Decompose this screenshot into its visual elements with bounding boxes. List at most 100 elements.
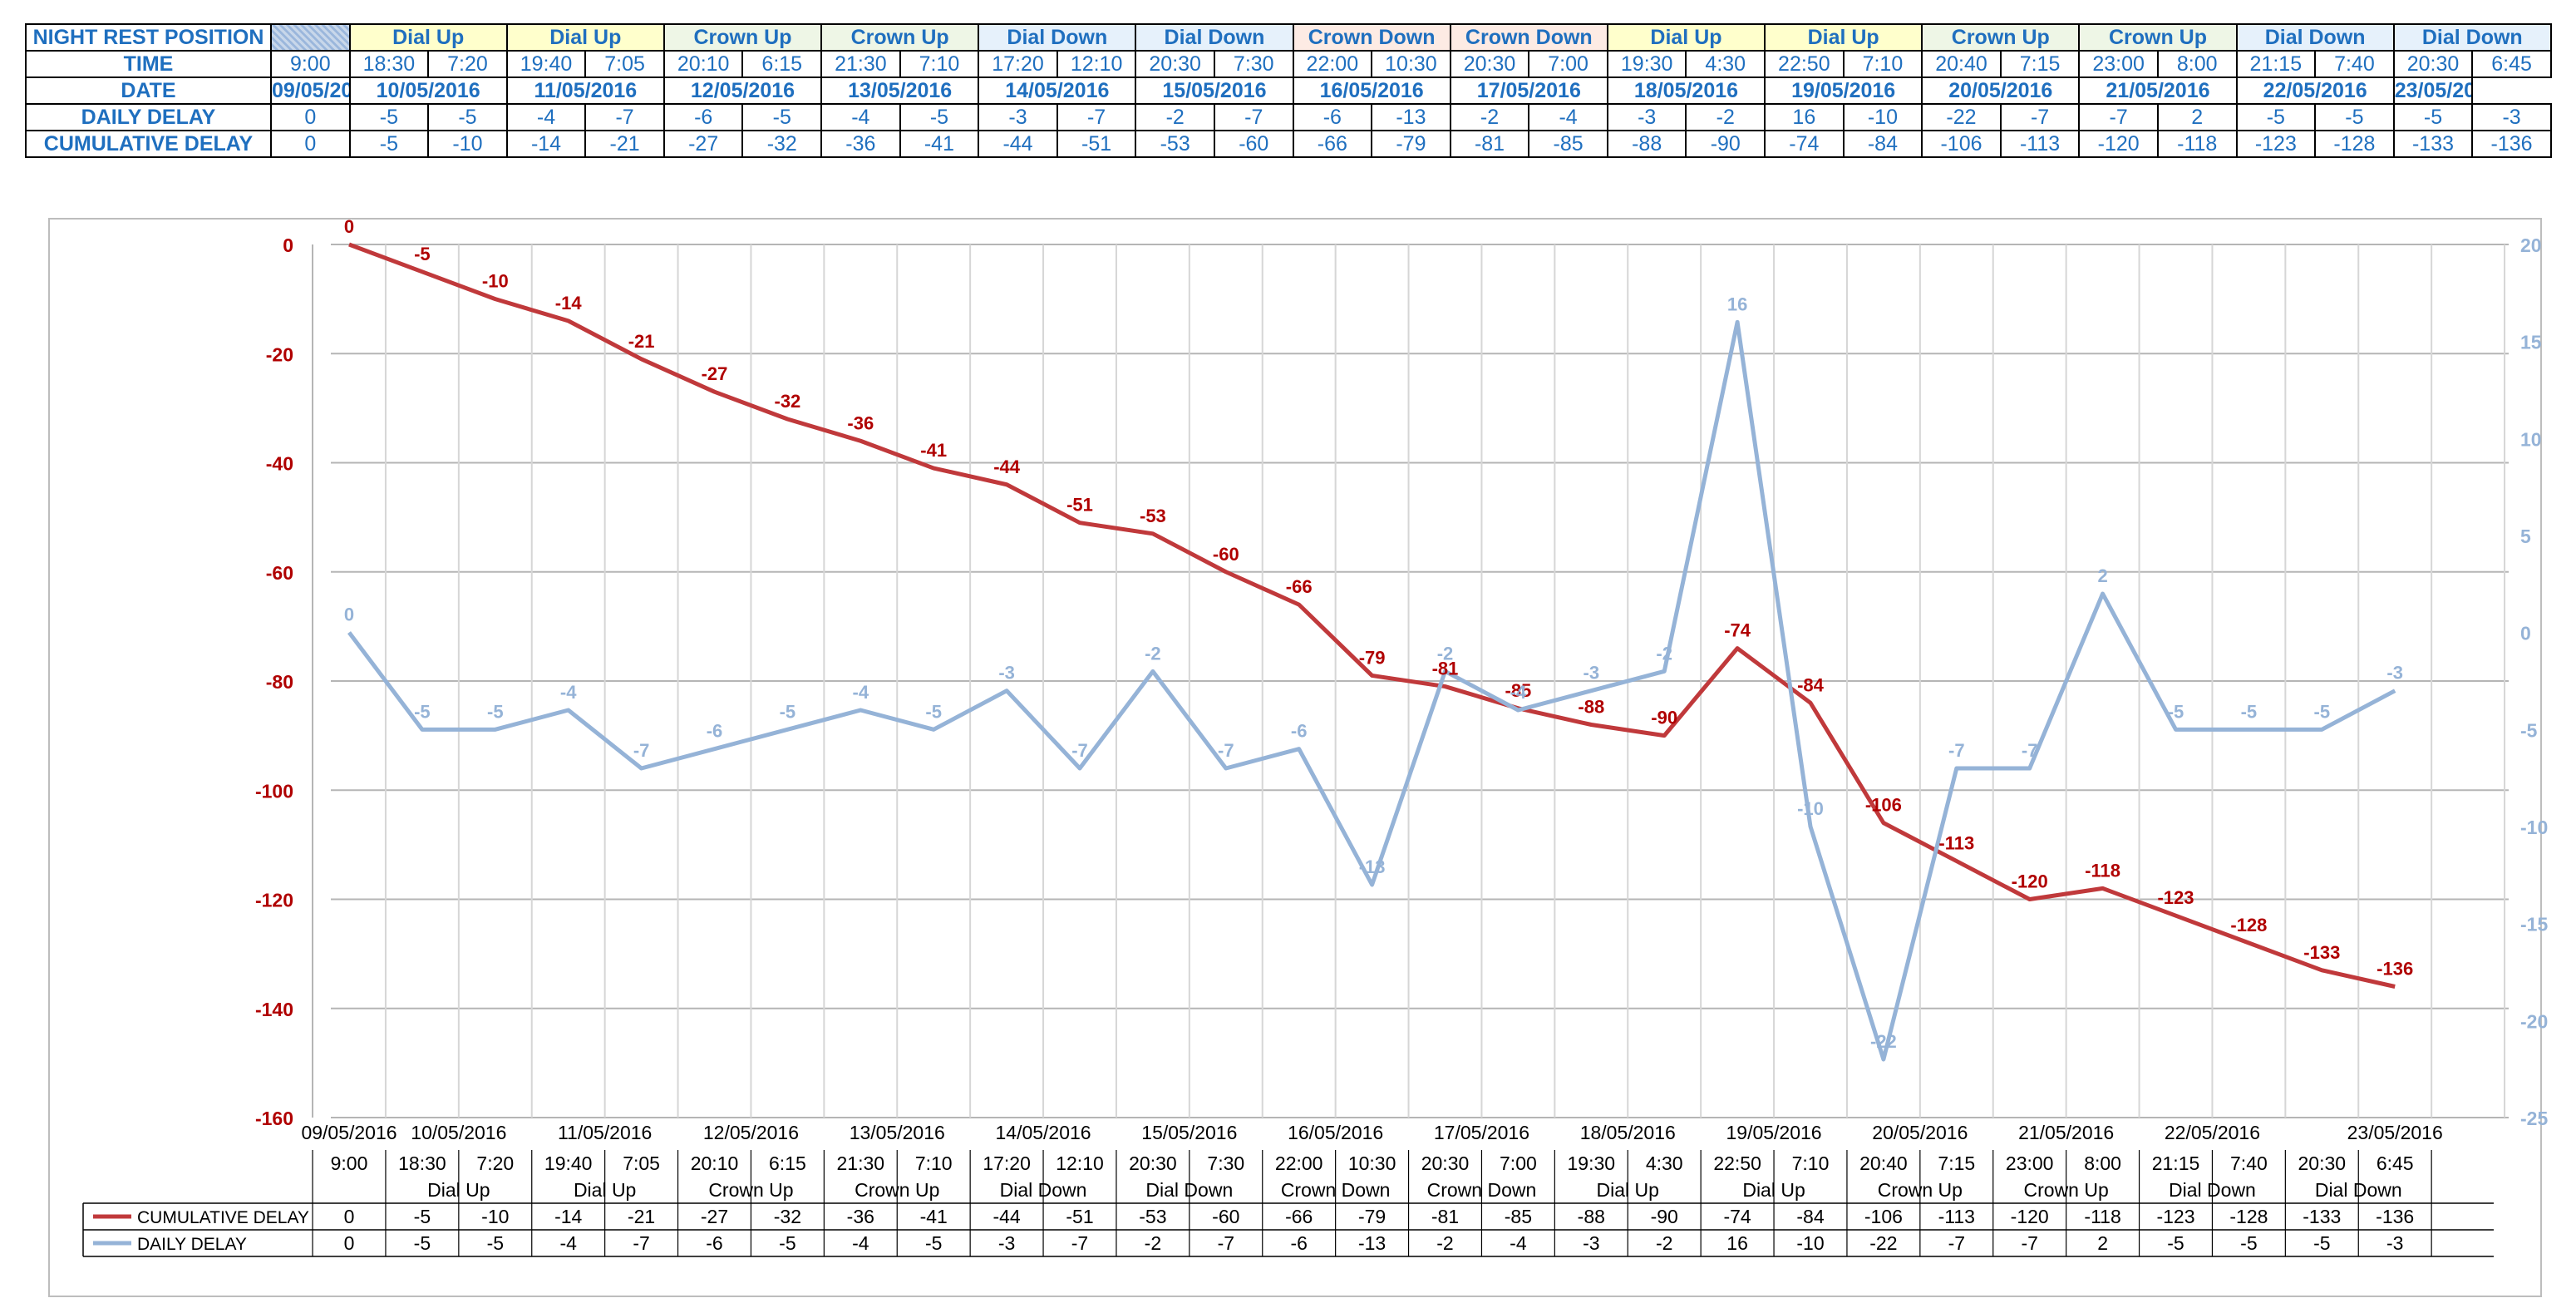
cumulative-delay-data-label: -106	[1865, 795, 1902, 816]
legend-table-value: -5	[414, 1232, 431, 1254]
time-row: TIME 9:00 18:30 7:20 19:40 7:05 20:10 6:15 21:30…	[25, 50, 2552, 78]
date-cell: 20/05/2016	[1921, 77, 2081, 105]
cumulative-delay-data-label: -27	[702, 363, 728, 384]
x-axis-time-label: 7:10	[915, 1152, 953, 1174]
x-axis-date-label: 16/05/2016	[1288, 1122, 1383, 1143]
legend-table-value: -81	[1431, 1206, 1459, 1227]
legend-table-value: -2	[1436, 1232, 1453, 1254]
position-cell: Crown Down	[1292, 23, 1451, 52]
time-cell: 12:10	[1056, 50, 1137, 78]
cumulative-delay-data-label: -120	[2012, 871, 2048, 892]
x-axis-time-label: 12:10	[1056, 1152, 1104, 1174]
legend-table-value: -44	[992, 1206, 1020, 1227]
position-cell: Dial Down	[1135, 23, 1294, 52]
legend-table-value: -84	[1796, 1206, 1824, 1227]
time-cell: 20:30	[1135, 50, 1215, 78]
legend-table-value: -10	[481, 1206, 509, 1227]
daily-delay-data-label: -6	[707, 721, 723, 742]
legend-table-value: -88	[1578, 1206, 1605, 1227]
left-axis-tick-label: -120	[255, 890, 293, 911]
time-cell: 22:00	[1292, 50, 1373, 78]
time-cell: 7:40	[2314, 50, 2395, 78]
daily-delay-cell: -6	[1292, 103, 1373, 131]
legend-table-value: -4	[852, 1232, 869, 1254]
x-axis-time-label: 22:50	[1713, 1152, 1761, 1174]
x-axis-time-label: 7:30	[1207, 1152, 1244, 1174]
legend-label: DAILY DELAY	[137, 1235, 247, 1254]
daily-delay-cell: -3	[1606, 103, 1687, 131]
time-cell: 7:20	[427, 50, 508, 78]
x-axis-date-label: 15/05/2016	[1141, 1122, 1237, 1143]
x-axis-time-label: 7:05	[623, 1152, 660, 1174]
date-cell: 19/05/2016	[1764, 77, 1923, 105]
x-axis-time-label: 17:20	[983, 1152, 1031, 1174]
daily-delay-data-label: 2	[2097, 565, 2107, 586]
x-axis-time-label: 21:15	[2152, 1152, 2200, 1174]
daily-delay-data-label: -7	[633, 740, 650, 761]
legend-table-value: -6	[1290, 1232, 1307, 1254]
daily-delay-data-label: -2	[1145, 643, 1161, 664]
legend-table-value: -66	[1285, 1206, 1313, 1227]
daily-delay-cell: -10	[1842, 103, 1923, 131]
position-cell: Crown Down	[1449, 23, 1608, 52]
date-cell: 12/05/2016	[662, 77, 823, 105]
legend-table-value: -7	[633, 1232, 649, 1254]
row-label-date: DATE	[25, 77, 272, 105]
right-axis-tick-label: 5	[2520, 526, 2531, 547]
daily-delay-data-label: -7	[1071, 740, 1088, 761]
right-axis-tick-label: 20	[2520, 234, 2542, 256]
cumulative-delay-cell: -74	[1764, 130, 1845, 158]
legend-table-value: -5	[487, 1232, 504, 1254]
daily-delay-cell: 16	[1764, 103, 1845, 131]
legend-table-value: -36	[847, 1206, 874, 1227]
cumulative-delay-data-label: -88	[1578, 697, 1604, 718]
position-cell: Crown Up	[2078, 23, 2238, 52]
cumulative-delay-cell: -14	[505, 130, 587, 158]
cumulative-delay-cell: -113	[1999, 130, 2081, 158]
legend-table-value: -3	[998, 1232, 1015, 1254]
daily-delay-cell: -7	[1213, 103, 1294, 131]
legend-table-value: 0	[344, 1206, 355, 1227]
legend-table-value: -79	[1358, 1206, 1386, 1227]
date-cell: 11/05/2016	[505, 77, 665, 105]
daily-delay-data-label: -5	[2241, 701, 2258, 722]
right-axis-tick-label: -15	[2520, 914, 2548, 935]
left-axis-tick-label: -80	[266, 671, 293, 693]
daily-delay-cell: -5	[2314, 103, 2395, 131]
time-cell: 21:30	[820, 50, 901, 78]
legend-table-value: -120	[2011, 1206, 2049, 1227]
left-axis-tick-label: -20	[266, 343, 293, 365]
daily-delay-cell: -2	[1449, 103, 1530, 131]
right-axis-tick-label: -5	[2520, 719, 2538, 741]
x-axis-time-label: 7:40	[2230, 1152, 2268, 1174]
x-axis-time-label: 23:00	[2006, 1152, 2054, 1174]
cumulative-delay-data-label: -5	[414, 244, 431, 264]
left-axis-tick-label: 0	[283, 234, 293, 256]
time-cell: 8:00	[2156, 50, 2238, 78]
daily-delay-cell: -3	[978, 103, 1058, 131]
date-cell: 21/05/2016	[2078, 77, 2238, 105]
cumulative-delay-data-label: -84	[1797, 674, 1825, 695]
date-cell: 15/05/2016	[1135, 77, 1294, 105]
position-cell: Dial Down	[2392, 23, 2552, 52]
daily-delay-data-label: -22	[1870, 1031, 1897, 1052]
x-axis-date-label: 23/05/2016	[2347, 1122, 2443, 1143]
legend-table-value: 0	[344, 1232, 355, 1254]
x-axis-time-label: 6:45	[2377, 1152, 2414, 1174]
daily-delay-data-label: -5	[925, 701, 942, 722]
legend-table-value: 2	[2097, 1232, 2108, 1254]
legend-table-value: -6	[706, 1232, 722, 1254]
cumulative-delay-cell: -118	[2156, 130, 2238, 158]
daily-delay-cell: -5	[348, 103, 430, 131]
right-axis-tick-label: -25	[2520, 1108, 2548, 1129]
time-cell: 20:30	[2392, 50, 2474, 78]
cumulative-delay-cell: -41	[899, 130, 980, 158]
left-axis-tick-label: -100	[255, 780, 293, 802]
right-axis-tick-label: 10	[2520, 428, 2542, 450]
daily-delay-cell: -7	[2078, 103, 2159, 131]
x-axis-date-label: 21/05/2016	[2018, 1122, 2114, 1143]
position-cell: Dial Down	[2235, 23, 2395, 52]
row-label-cumulative-delay: CUMULATIVE DELAY	[25, 130, 272, 158]
cumulative-delay-cell: -84	[1842, 130, 1923, 158]
date-cell: 18/05/2016	[1606, 77, 1766, 105]
